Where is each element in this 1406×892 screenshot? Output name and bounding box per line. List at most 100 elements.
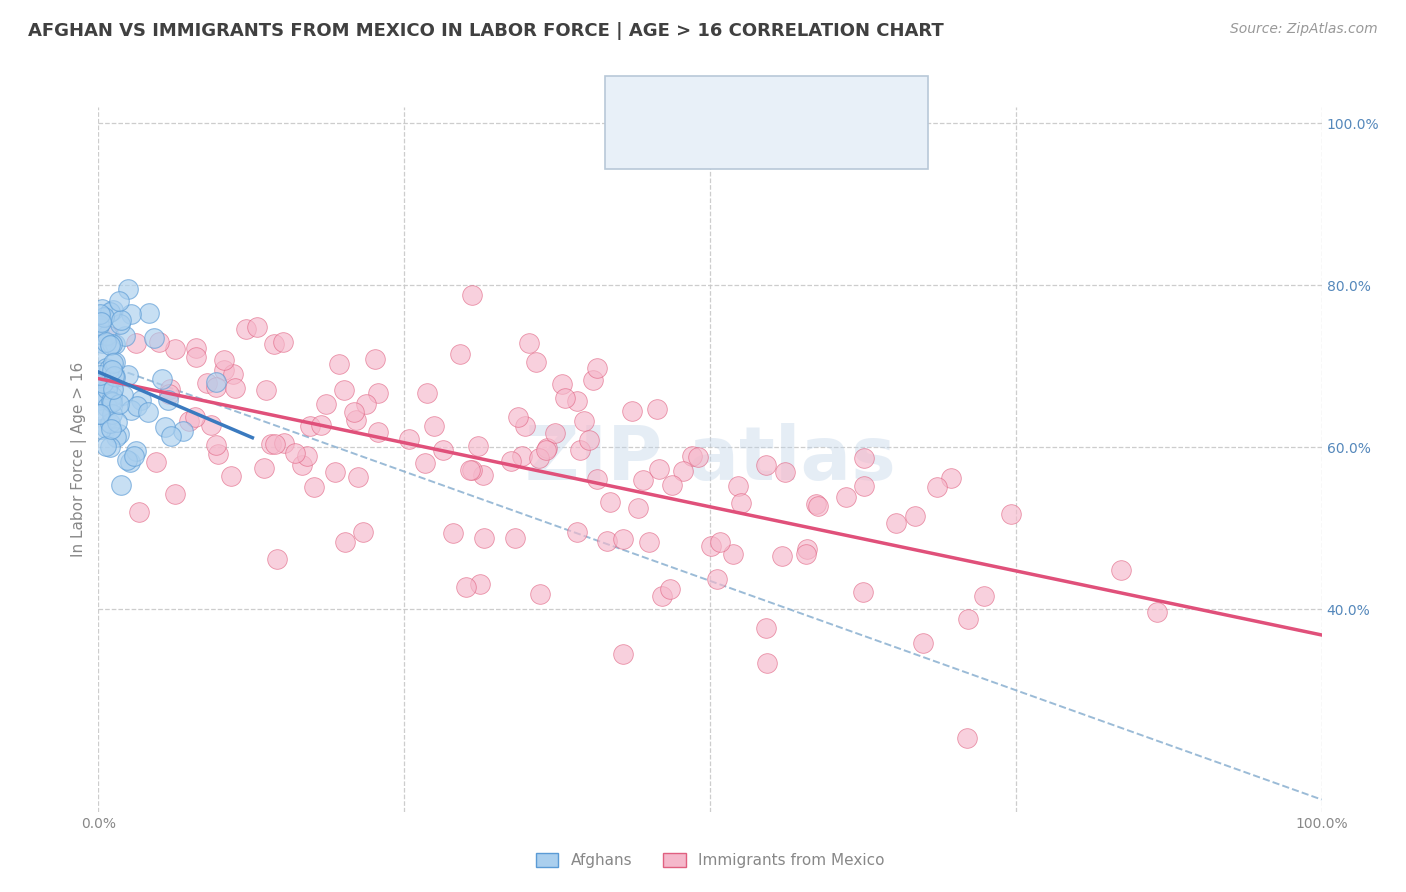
Point: [925, 480, 948, 494]
Point: [527, 450, 550, 465]
Point: [98, 304, 121, 318]
Point: [638, 534, 661, 549]
Point: [298, 419, 321, 434]
Point: [471, 467, 494, 482]
Point: [352, 525, 374, 540]
Point: [730, 496, 752, 510]
Point: [103, 368, 125, 383]
Point: [89, 407, 111, 421]
Point: [87, 345, 110, 359]
Point: [263, 436, 285, 450]
Point: [101, 407, 124, 421]
Point: [645, 401, 668, 416]
Point: [304, 480, 326, 494]
Point: [96, 334, 118, 349]
Point: [853, 479, 876, 493]
Point: [150, 372, 173, 386]
Point: [101, 303, 124, 318]
Point: [586, 472, 609, 486]
Point: [222, 368, 245, 382]
Point: [333, 534, 356, 549]
Point: [315, 397, 337, 411]
Point: [125, 399, 148, 413]
Point: [107, 293, 129, 308]
Point: [422, 418, 444, 433]
Point: [120, 454, 142, 468]
Point: [441, 525, 464, 540]
Point: [129, 392, 152, 407]
Point: [413, 456, 436, 470]
Point: [263, 337, 285, 351]
Point: [620, 404, 643, 418]
Point: [110, 478, 132, 492]
Point: [253, 460, 276, 475]
Point: [148, 335, 170, 350]
Point: [266, 551, 288, 566]
Point: [94, 386, 117, 401]
Point: [172, 424, 194, 438]
Point: [284, 446, 307, 460]
Point: [755, 621, 778, 635]
Point: [884, 516, 907, 530]
Point: [101, 382, 124, 396]
Point: [681, 449, 703, 463]
Point: [973, 589, 995, 603]
Point: [721, 547, 744, 561]
Point: [956, 731, 979, 746]
Point: [260, 436, 283, 450]
Point: [659, 582, 682, 596]
Point: [904, 509, 927, 524]
Point: [128, 505, 150, 519]
Point: [254, 383, 277, 397]
Point: [89, 307, 111, 321]
Point: [567, 394, 589, 409]
Point: [344, 413, 367, 427]
Text: R = -0.342   N= 135: R = -0.342 N= 135: [671, 134, 834, 149]
Point: [87, 326, 110, 341]
Point: [125, 335, 148, 350]
Point: [117, 452, 139, 467]
Point: [347, 469, 370, 483]
Point: [367, 385, 389, 400]
Point: [114, 328, 136, 343]
Point: [100, 416, 122, 430]
Point: [432, 443, 454, 458]
Point: [586, 361, 609, 376]
Point: [100, 337, 122, 351]
Text: R = -0.216   N= 73: R = -0.216 N= 73: [671, 96, 824, 112]
Point: [517, 335, 540, 350]
Point: [97, 362, 120, 376]
Point: [110, 313, 132, 327]
Point: [89, 407, 111, 421]
Point: [853, 450, 876, 465]
Point: [96, 400, 118, 414]
Point: [461, 463, 484, 477]
Point: [91, 376, 114, 390]
Point: [796, 541, 818, 556]
Point: [186, 341, 208, 355]
Point: [100, 394, 122, 409]
Point: [105, 430, 128, 444]
Point: [120, 307, 142, 321]
Point: [755, 458, 778, 472]
Point: [460, 288, 482, 302]
Point: [1146, 605, 1168, 619]
Point: [117, 368, 139, 383]
Point: [536, 441, 558, 455]
Point: [111, 388, 134, 402]
Point: [90, 422, 112, 436]
Point: [596, 533, 619, 548]
Point: [87, 318, 110, 333]
Point: [96, 327, 118, 342]
Point: [756, 657, 779, 671]
Point: [416, 386, 439, 401]
Point: [89, 392, 111, 407]
Point: [87, 312, 110, 326]
Point: [574, 414, 596, 428]
Point: [510, 449, 533, 463]
Point: [98, 329, 121, 343]
Point: [578, 433, 600, 447]
Point: [157, 387, 180, 401]
Point: [458, 463, 481, 477]
Point: [163, 487, 186, 501]
